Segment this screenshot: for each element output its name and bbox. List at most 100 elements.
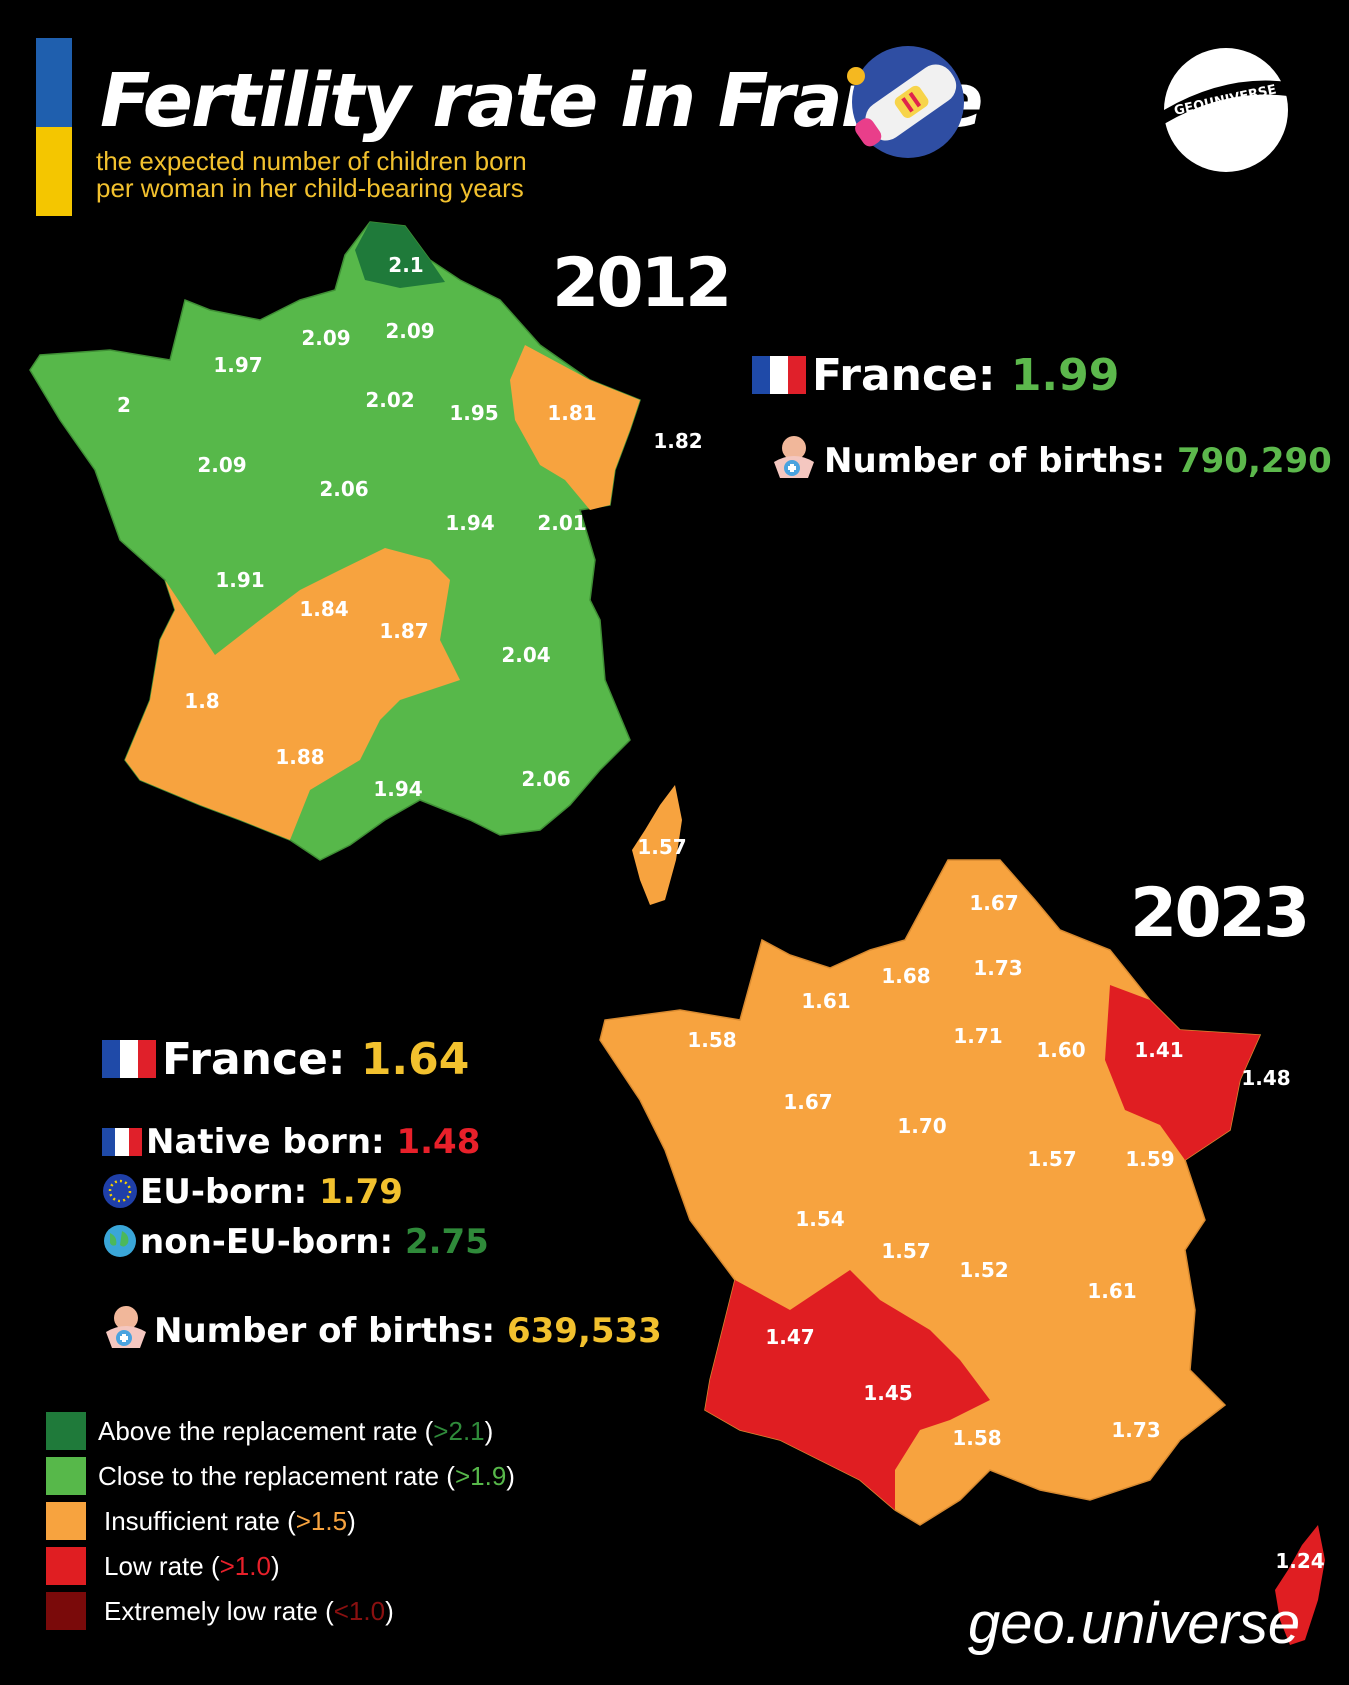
label-2023-16: 1.61	[1087, 1279, 1136, 1303]
region-2023-grand-est	[1105, 985, 1260, 1160]
region-2012-grand-est	[510, 345, 640, 510]
legend-label: Above the replacement rate (>2.1)	[98, 1416, 494, 1446]
label-2023-3: 1.61	[801, 989, 850, 1013]
label-2023-21: 1.24	[1275, 1549, 1324, 1573]
stat-2012-births-value: 790,290	[1176, 441, 1332, 481]
map-2012	[29, 221, 682, 905]
label-2023-0: 1.67	[969, 891, 1018, 915]
map-2023	[599, 859, 1325, 1645]
stat-2023-native-value: 1.48	[396, 1122, 481, 1162]
globe-icon	[102, 1223, 138, 1259]
legend-label: Close to the replacement rate (>1.9)	[98, 1461, 515, 1491]
label-2012-8: 1.82	[653, 429, 702, 453]
region-2023-southwest	[705, 1270, 990, 1510]
map-2023-labels: 1.67 1.68 1.73 1.61 1.71 1.58 1.60 1.41 …	[687, 891, 1324, 1573]
baby-icon	[768, 432, 820, 478]
label-2012-20: 2.06	[521, 767, 570, 791]
france-flag-icon	[102, 1038, 156, 1078]
page-subtitle: the expected number of children born per…	[96, 148, 527, 202]
label-2023-9: 1.67	[783, 1090, 832, 1114]
stat-2023-births: Number of births: 639,533	[100, 1302, 662, 1351]
subtitle-line-1: the expected number of children born	[96, 146, 527, 176]
stat-2012-france: France: 1.99	[752, 350, 1119, 401]
label-2012-1: 2.09	[301, 326, 350, 350]
label-2012-2: 2.09	[385, 319, 434, 343]
region-2023-corsica	[1275, 1525, 1325, 1645]
stat-2023-france-label: France	[162, 1034, 328, 1085]
label-2012-18: 1.88	[275, 745, 324, 769]
stat-2012-france-value: 1.99	[1010, 350, 1120, 401]
legend-swatch	[46, 1502, 86, 1540]
label-2012-16: 2.04	[501, 643, 550, 667]
stat-2023-births-label: Number of births:	[154, 1311, 496, 1351]
stat-2012-births: Number of births: 790,290	[768, 432, 1332, 481]
label-2023-7: 1.41	[1134, 1038, 1183, 1062]
stat-2023-eu-label: EU-born:	[140, 1172, 308, 1212]
label-2023-2: 1.73	[973, 956, 1022, 980]
legend-swatch	[46, 1457, 86, 1495]
legend-label: Insufficient rate (>1.5)	[104, 1506, 356, 1536]
stat-2012-births-label: Number of births:	[824, 441, 1166, 481]
geouniverse-logo: GEOUNIVERSE	[1164, 48, 1288, 172]
region-2012-hauts-nord	[355, 222, 445, 288]
stat-2023-native: Native born: 1.48	[102, 1122, 480, 1162]
page-title: Fertility rate in France	[100, 58, 983, 144]
label-2012-12: 2.01	[537, 511, 586, 535]
label-2023-6: 1.60	[1036, 1038, 1085, 1062]
legend-label: Low rate (>1.0)	[104, 1551, 280, 1581]
region-2012-southwest	[125, 548, 460, 840]
label-2012-21: 1.57	[637, 835, 686, 859]
label-2012-10: 2.06	[319, 477, 368, 501]
stat-2023-noneu-label: non-EU-born:	[140, 1222, 394, 1262]
label-2012-19: 1.94	[373, 777, 422, 801]
pregnancy-test-icon	[847, 46, 964, 158]
label-2023-20: 1.73	[1111, 1418, 1160, 1442]
stat-2023-noneu-value: 2.75	[404, 1222, 489, 1262]
label-2023-8: 1.48	[1241, 1066, 1290, 1090]
label-2012-3: 1.97	[213, 353, 262, 377]
label-2012-11: 1.94	[445, 511, 494, 535]
label-2023-5: 1.58	[687, 1028, 736, 1052]
label-2012-9: 2.09	[197, 453, 246, 477]
stat-2023-noneu: non-EU-born: 2.75	[102, 1222, 489, 1262]
label-2012-14: 1.84	[299, 597, 348, 621]
stat-2023-eu: EU-born: 1.79	[102, 1172, 403, 1212]
label-2023-14: 1.57	[881, 1239, 930, 1263]
footer-brand: geo.universe	[968, 1591, 1301, 1656]
label-2012-7: 1.81	[547, 401, 596, 425]
label-2023-11: 1.57	[1027, 1147, 1076, 1171]
label-2023-4: 1.71	[953, 1024, 1002, 1048]
legend-swatch	[46, 1412, 86, 1450]
legend-label: Extremely low rate (<1.0)	[104, 1596, 394, 1626]
stat-2023-france-value: 1.64	[360, 1034, 470, 1085]
year-2023: 2023	[1130, 874, 1310, 953]
label-2023-12: 1.59	[1125, 1147, 1174, 1171]
label-2023-18: 1.45	[863, 1381, 912, 1405]
label-2023-15: 1.52	[959, 1258, 1008, 1282]
stat-2023-france: France: 1.64	[102, 1034, 469, 1085]
flag-accent-bar	[36, 38, 72, 216]
stat-2012-france-label: France	[812, 350, 978, 401]
label-2012-15: 1.87	[379, 619, 428, 643]
baby-icon	[100, 1302, 152, 1348]
stat-2023-births-value: 639,533	[506, 1311, 662, 1351]
subtitle-line-2: per woman in her child-bearing years	[96, 173, 524, 203]
label-2023-19: 1.58	[952, 1426, 1001, 1450]
france-flag-icon	[752, 354, 806, 394]
label-2012-0: 2.1	[388, 253, 423, 277]
label-2023-13: 1.54	[795, 1207, 844, 1231]
label-2023-10: 1.70	[897, 1114, 946, 1138]
legend-swatch	[46, 1592, 86, 1630]
legend-swatch	[46, 1547, 86, 1585]
label-2023-1: 1.68	[881, 964, 930, 988]
map-2012-labels: 2.1 2.09 2.09 1.97 2 2.02 1.95 1.81 1.82…	[117, 253, 703, 859]
label-2012-4: 2	[117, 393, 131, 417]
region-2012-corsica	[632, 785, 682, 905]
label-2012-17: 1.8	[184, 689, 219, 713]
stat-2023-eu-value: 1.79	[319, 1172, 403, 1212]
year-2012: 2012	[552, 244, 732, 323]
label-2023-17: 1.47	[765, 1325, 814, 1349]
label-2012-6: 1.95	[449, 401, 498, 425]
label-2012-5: 2.02	[365, 388, 414, 412]
